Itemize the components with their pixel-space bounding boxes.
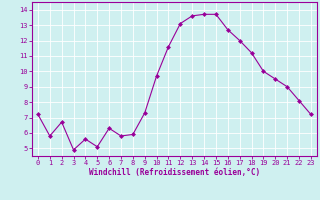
X-axis label: Windchill (Refroidissement éolien,°C): Windchill (Refroidissement éolien,°C): [89, 168, 260, 177]
